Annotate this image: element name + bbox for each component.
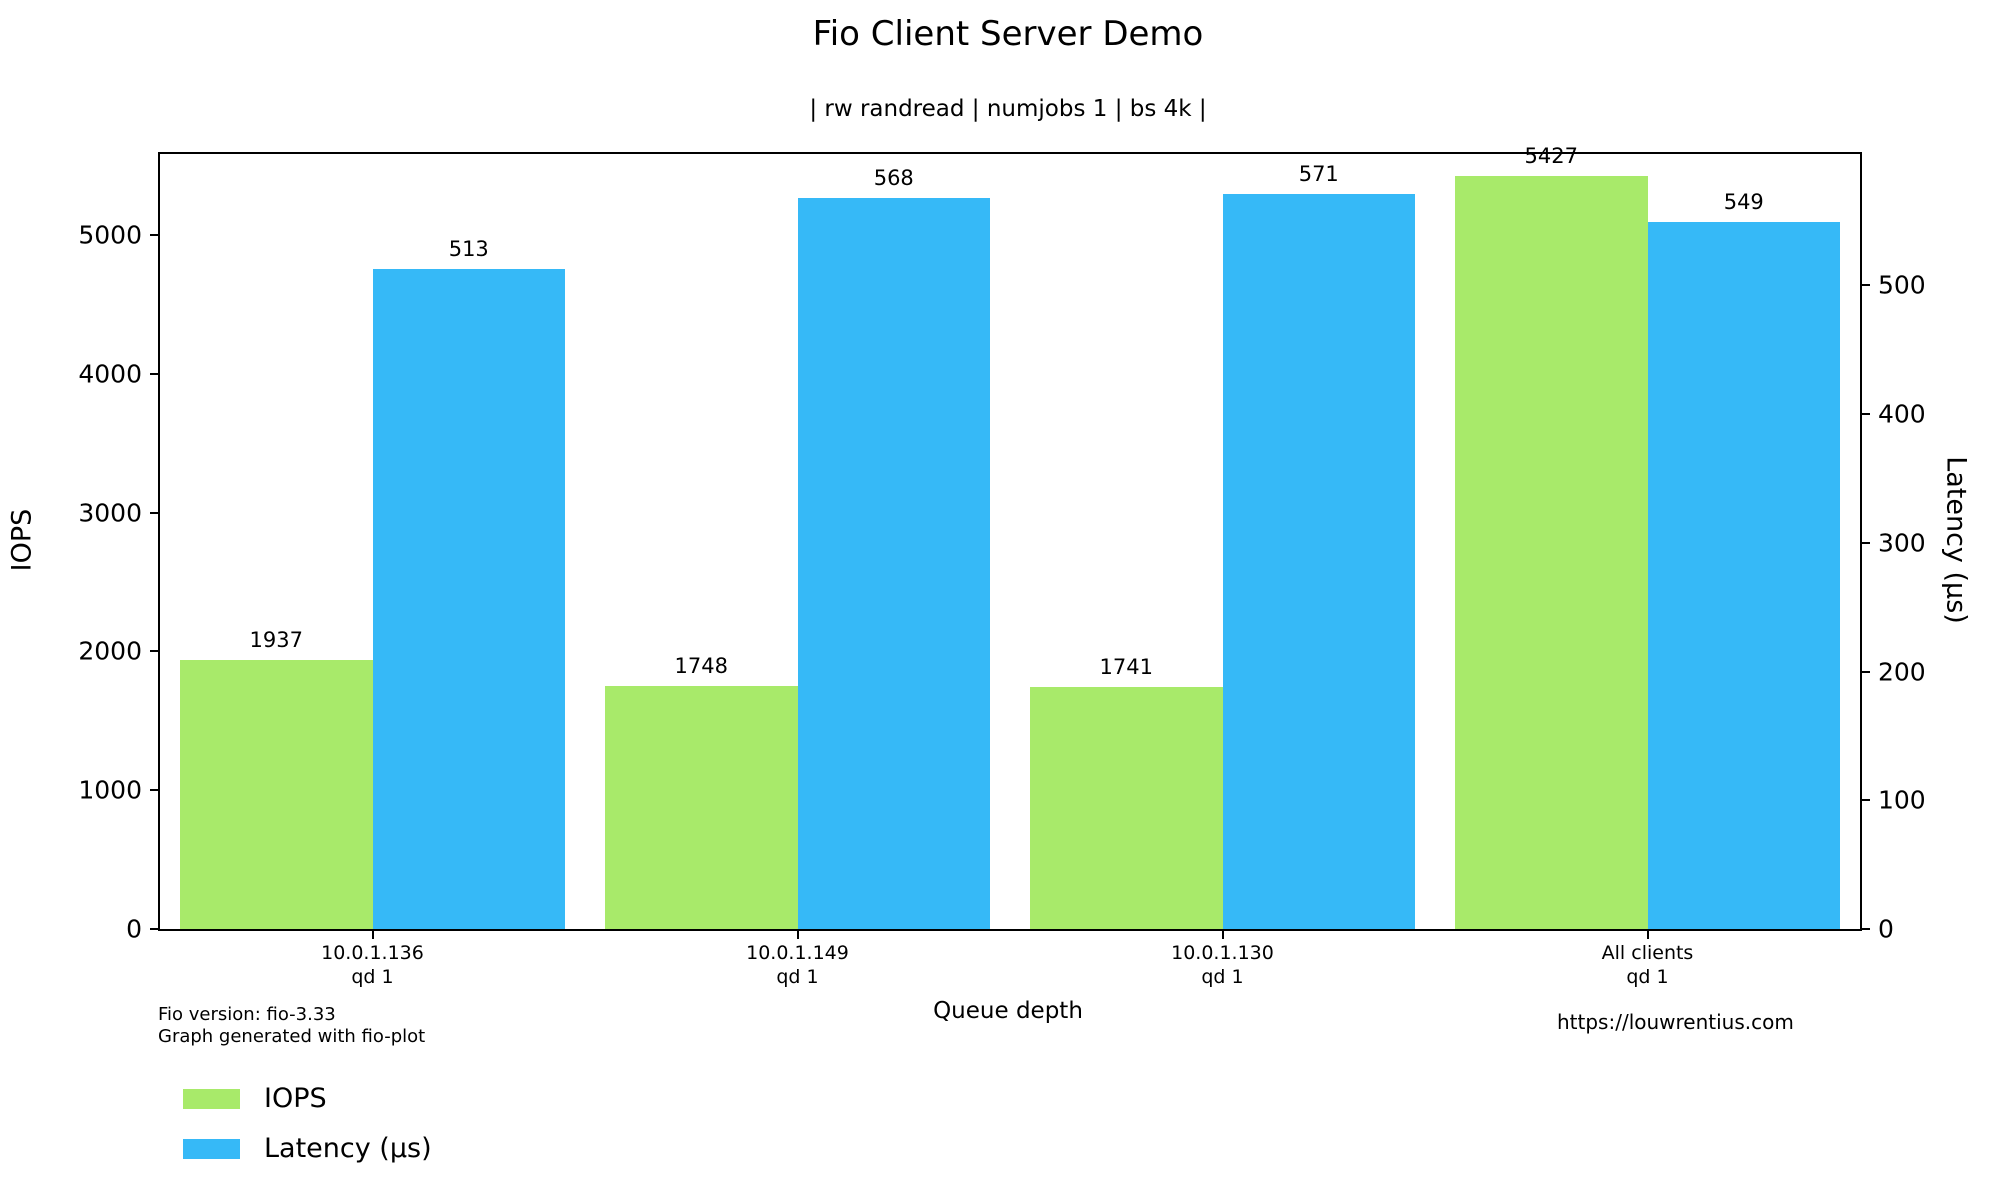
x-axis-tick-mark — [796, 929, 799, 939]
right-axis-tick-mark — [1860, 284, 1870, 287]
legend-color-swatch — [183, 1088, 240, 1109]
fio-version-text: Fio version: fio-3.33 — [158, 1004, 336, 1025]
right-axis-tick-mark — [1860, 670, 1870, 673]
latency-bar — [797, 197, 990, 929]
left-axis-tick-mark — [150, 511, 160, 514]
left-axis-tick-label: 3000 — [78, 498, 142, 528]
latency-bar — [1647, 222, 1840, 929]
left-axis-tick-mark — [150, 789, 160, 792]
legend: IOPS Latency (µs) — [183, 1083, 432, 1183]
right-axis-tick-mark — [1860, 928, 1870, 930]
left-axis-tick-mark — [150, 928, 160, 930]
iops-bar — [180, 660, 373, 929]
x-axis-category-label: 10.0.1.130 qd 1 — [1010, 942, 1435, 990]
bar-value-label: 1741 — [1099, 655, 1153, 680]
category-name: All clients — [1601, 942, 1694, 964]
bar-value-label: 5427 — [1524, 143, 1578, 168]
right-axis-tick-label: 500 — [1878, 270, 1926, 300]
website-url: https://louwrentius.com — [1557, 1010, 1794, 1034]
chart-subtitle: | rw randread | numjobs 1 | bs 4k | — [809, 96, 1207, 122]
right-axis-tick-mark — [1860, 413, 1870, 416]
left-axis-tick-label: 1000 — [78, 775, 142, 805]
category-queue-depth: qd 1 — [776, 965, 819, 988]
right-axis-tick-label: 0 — [1878, 914, 1894, 944]
category-queue-depth: qd 1 — [1201, 965, 1244, 988]
legend-item: Latency (µs) — [183, 1133, 432, 1164]
x-axis-tick-mark — [371, 929, 374, 939]
category-queue-depth: qd 1 — [1626, 965, 1669, 988]
legend-item-label: Latency (µs) — [264, 1133, 432, 1164]
bar-value-label: 549 — [1723, 190, 1764, 215]
bar-value-label: 1937 — [249, 628, 303, 653]
bar-group: 1741 571 — [1030, 154, 1415, 929]
chart-title: Fio Client Server Demo — [812, 14, 1204, 54]
generated-with-text: Graph generated with fio-plot — [158, 1026, 426, 1047]
bar-value-label: 568 — [873, 165, 914, 190]
category-name: 10.0.1.130 — [1171, 942, 1274, 964]
iops-bar — [1455, 175, 1648, 929]
plot-area: 0 1000 2000 3000 4000 5000 0 100 200 300 400 500 193… — [78, 144, 1925, 988]
category-queue-depth: qd 1 — [351, 965, 394, 988]
category-name: 10.0.1.136 — [321, 942, 424, 964]
legend-color-swatch — [183, 1138, 240, 1159]
legend-item: IOPS — [183, 1083, 432, 1114]
left-axis-tick-mark — [150, 372, 160, 375]
x-axis-tick-mark — [1221, 929, 1224, 939]
footer-version-note: Fio version: fio-3.33 Graph generated wi… — [158, 1004, 425, 1048]
left-axis-tick-label: 5000 — [78, 220, 142, 250]
right-y-axis-label: Latency (µs) — [1940, 456, 1972, 624]
left-axis-tick-label: 2000 — [78, 636, 142, 666]
latency-bar — [1222, 193, 1415, 929]
iops-bar — [605, 686, 798, 929]
x-axis-category-label: 10.0.1.136 qd 1 — [160, 942, 585, 990]
category-name: 10.0.1.149 — [746, 942, 849, 964]
bar-value-label: 571 — [1298, 161, 1339, 186]
latency-bar — [372, 268, 565, 929]
bar-value-label: 1748 — [674, 654, 728, 679]
bar-group: 5427 549 — [1455, 144, 1840, 929]
iops-bar — [1030, 687, 1223, 929]
right-axis-tick-label: 200 — [1878, 657, 1926, 687]
left-axis-tick-label: 0 — [126, 914, 142, 944]
left-axis-tick-label: 4000 — [78, 359, 142, 389]
right-axis-tick-label: 400 — [1878, 399, 1926, 429]
x-axis-label: Queue depth — [933, 998, 1083, 1024]
left-y-axis-label: IOPS — [6, 508, 38, 572]
left-axis-tick-mark — [150, 650, 160, 653]
x-axis-tick-mark — [1646, 929, 1649, 939]
right-axis-tick-mark — [1860, 541, 1870, 544]
right-axis-tick-label: 100 — [1878, 785, 1926, 815]
right-axis-tick-mark — [1860, 799, 1870, 802]
bar-value-label: 513 — [448, 236, 489, 261]
x-axis-category-label: All clients qd 1 — [1435, 942, 1860, 990]
legend-item-label: IOPS — [264, 1083, 327, 1114]
bar-group: 1937 513 — [180, 154, 565, 929]
bar-group: 1748 568 — [605, 154, 990, 929]
right-axis-tick-label: 300 — [1878, 528, 1926, 558]
x-axis-category-label: 10.0.1.149 qd 1 — [585, 942, 1010, 990]
left-axis-tick-mark — [150, 233, 160, 236]
